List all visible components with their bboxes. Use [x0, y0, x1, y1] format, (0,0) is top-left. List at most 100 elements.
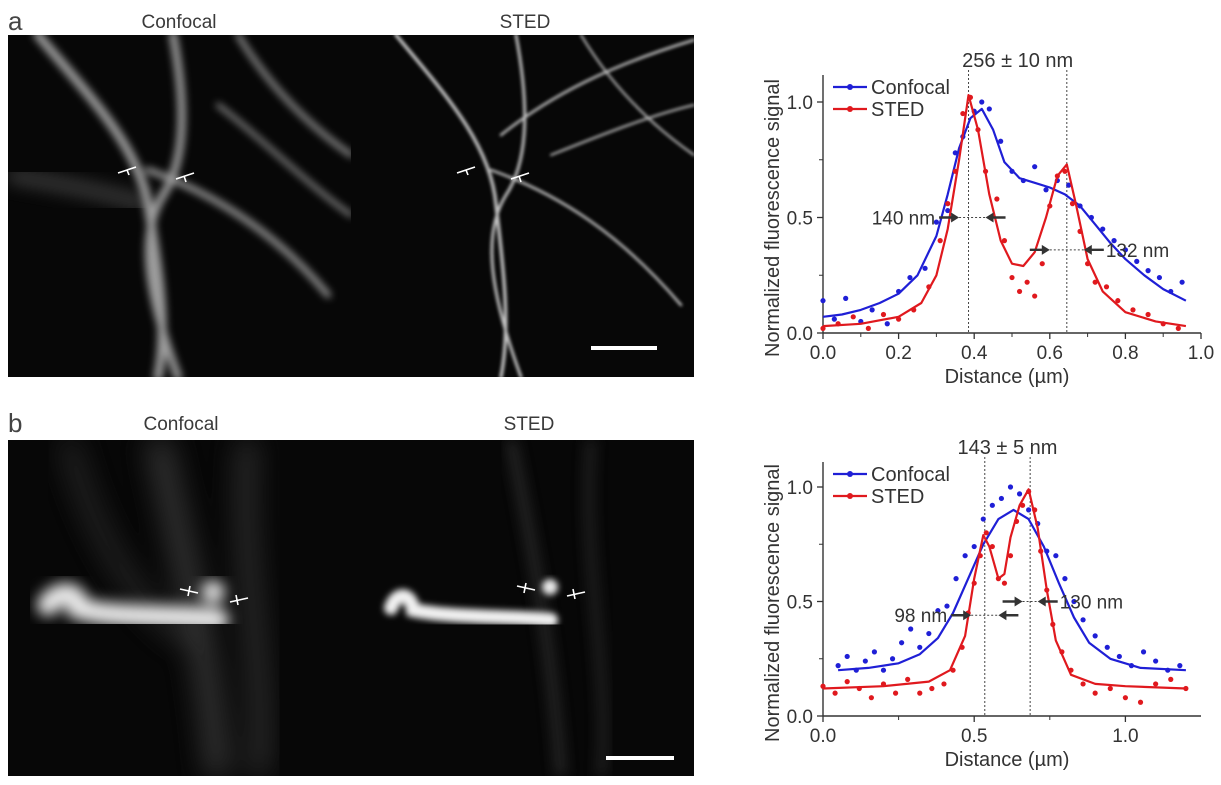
- data-point: [1175, 325, 1181, 331]
- scale-bar-b: [606, 756, 674, 760]
- data-point: [868, 695, 874, 701]
- legend-label: Confocal: [871, 464, 950, 486]
- y-axis-label: Normalized fluorescence signal: [762, 79, 784, 357]
- data-point: [989, 502, 995, 508]
- data-point: [935, 608, 941, 614]
- data-point: [869, 307, 875, 313]
- data-point: [1134, 258, 1140, 264]
- data-point: [905, 676, 911, 682]
- fwhm-label: 130 nm: [1060, 593, 1123, 614]
- fwhm-label: 98 nm: [894, 606, 947, 627]
- data-point: [832, 690, 838, 696]
- x-tick-label: 0.0: [810, 726, 836, 747]
- peak-separation-label: 256 ± 10 nm: [962, 50, 1073, 72]
- data-point: [850, 314, 856, 320]
- data-point: [962, 553, 968, 559]
- data-point: [1115, 298, 1121, 304]
- data-point: [1024, 279, 1030, 285]
- data-point: [1116, 653, 1122, 660]
- data-point: [1043, 187, 1049, 193]
- data-point: [844, 679, 850, 685]
- legend-label: STED: [871, 486, 924, 508]
- scale-bar-a: [591, 346, 657, 350]
- x-tick-label: 0.4: [961, 343, 988, 364]
- data-point: [980, 516, 986, 522]
- data-point: [917, 690, 923, 696]
- data-point: [907, 274, 913, 281]
- data-point: [835, 663, 841, 669]
- data-point: [899, 640, 905, 646]
- series-sted: [820, 94, 1187, 331]
- fit-line: [822, 107, 1187, 318]
- data-point: [884, 321, 890, 327]
- data-point: [1062, 576, 1068, 582]
- data-point: [1092, 633, 1098, 639]
- fwhm-arrowhead-left: [1014, 596, 1023, 607]
- data-point: [1001, 580, 1008, 586]
- data-point: [1016, 288, 1023, 295]
- sted-title-b: STED: [503, 414, 555, 435]
- data-point: [960, 110, 966, 117]
- fit-line: [822, 94, 1187, 328]
- chart-a: 0.0 0.2 0.4 0.6 0.8 1.0 0.0 0.5 1.0 Distance (µm)…: [762, 50, 1214, 388]
- data-point: [1032, 293, 1038, 299]
- data-point: [1153, 658, 1159, 664]
- data-point: [1122, 695, 1128, 701]
- confocal-title-b: Confocal: [143, 414, 219, 435]
- data-point: [998, 495, 1005, 502]
- data-point: [1168, 676, 1174, 682]
- data-point: [1122, 247, 1128, 253]
- data-point: [998, 138, 1004, 144]
- x-tick-label: 0.6: [1037, 343, 1063, 364]
- data-point: [1140, 649, 1147, 655]
- data-point: [937, 238, 943, 244]
- data-point: [1001, 238, 1008, 244]
- x-tick-label: 0.0: [810, 343, 836, 364]
- data-point: [1016, 491, 1023, 497]
- x-tick-label: 0.5: [961, 726, 987, 747]
- data-point: [945, 207, 951, 214]
- data-point: [1009, 274, 1015, 281]
- data-point: [929, 685, 935, 692]
- data-point: [926, 630, 932, 637]
- data-point: [880, 667, 887, 673]
- micrograph-sted-b: [351, 440, 694, 776]
- data-point: [1007, 484, 1014, 490]
- chart-b: 0.0 0.5 1.0 0.0 0.5 1.0 Distance (µm) Normalize…: [762, 437, 1201, 771]
- data-point: [880, 311, 887, 318]
- panel-letter-a: a: [8, 6, 23, 36]
- legend-marker: [847, 493, 853, 499]
- fit-line: [838, 508, 1186, 672]
- data-point: [945, 201, 951, 207]
- data-point: [1104, 644, 1110, 650]
- data-point: [889, 656, 896, 662]
- x-axis-label: Distance (µm): [945, 366, 1070, 388]
- data-point: [1179, 279, 1185, 285]
- peak-separation-label: 143 ± 5 nm: [958, 437, 1058, 459]
- y-tick-label: 1.0: [787, 478, 813, 499]
- data-point: [844, 653, 850, 660]
- data-point: [983, 530, 989, 536]
- data-point: [986, 106, 992, 112]
- legend-marker: [847, 106, 853, 112]
- data-point: [820, 298, 826, 304]
- data-point: [1071, 598, 1077, 605]
- y-tick-label: 0.0: [787, 707, 813, 728]
- data-point: [1177, 663, 1183, 669]
- y-tick-label: 0.5: [787, 593, 813, 614]
- fwhm-label: 140 nm: [872, 209, 935, 230]
- data-point: [1092, 690, 1098, 696]
- data-point: [908, 626, 914, 632]
- data-point: [1137, 699, 1144, 705]
- data-point: [1092, 279, 1098, 285]
- data-point: [917, 644, 923, 650]
- data-point: [1069, 201, 1076, 207]
- fwhm-arrowhead-right: [998, 610, 1007, 621]
- legend-marker: [847, 471, 853, 477]
- data-point: [922, 265, 928, 271]
- data-point: [1111, 238, 1117, 244]
- data-point: [1080, 617, 1086, 623]
- data-point: [1145, 311, 1151, 318]
- data-point: [831, 316, 837, 322]
- data-point: [1032, 164, 1038, 170]
